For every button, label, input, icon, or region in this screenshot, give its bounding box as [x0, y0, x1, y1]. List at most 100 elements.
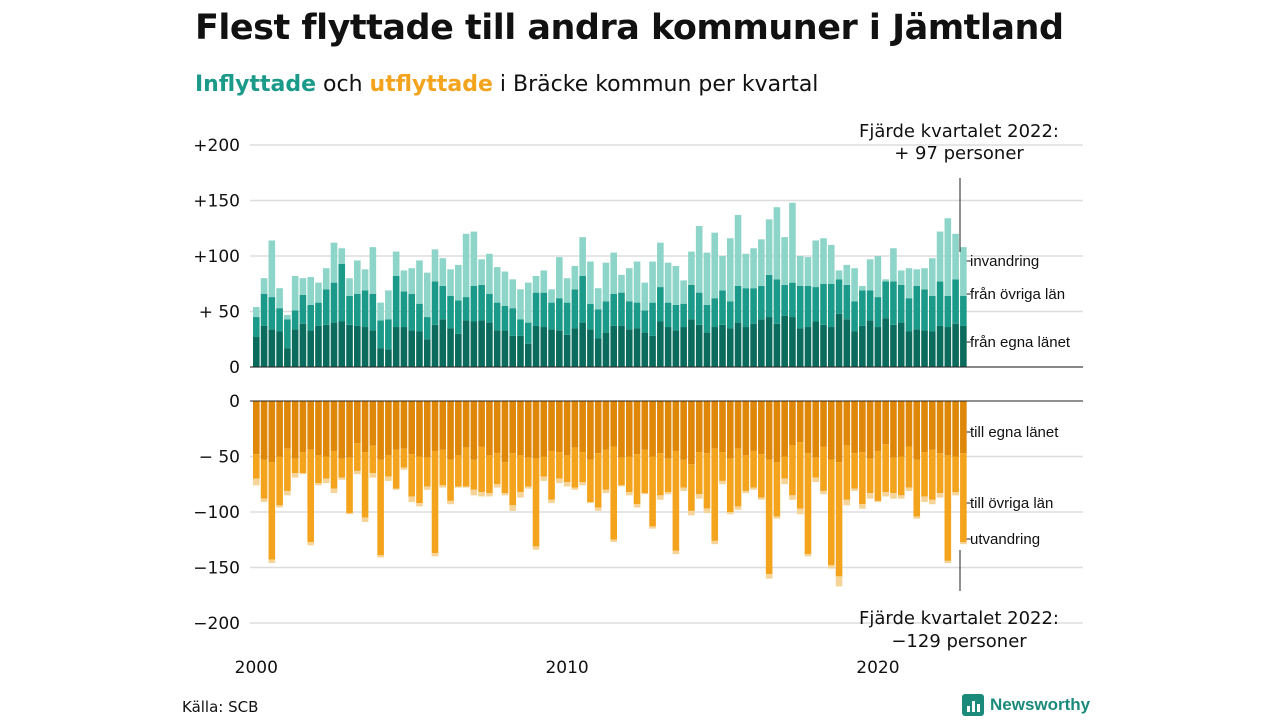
- inflow-bar-segment: [866, 320, 874, 367]
- outflow-bar-segment: [354, 401, 361, 444]
- inflow-bar-segment: [773, 279, 781, 324]
- outflow-bar-segment: [416, 456, 423, 504]
- outflow-bar-segment: [688, 401, 695, 465]
- inflow-bar-segment: [602, 262, 610, 302]
- outflow-bar-segment: [960, 541, 967, 545]
- inflow-bar-segment: [276, 288, 283, 309]
- inflow-bar-segment: [610, 293, 618, 326]
- outflow-bar-segment: [563, 401, 571, 456]
- outflow-bar-segment: [610, 539, 618, 542]
- outflow-bar-segment: [354, 443, 361, 471]
- inflow-bar-segment: [882, 281, 889, 319]
- outflow-bar-segment: [750, 401, 757, 451]
- outflow-bar-segment: [423, 457, 431, 487]
- outflow-bar-segment: [734, 401, 742, 449]
- subtitle-and-word: och: [316, 72, 370, 97]
- inflow-bar-segment: [501, 271, 509, 306]
- outflow-bar-segment: [369, 401, 377, 446]
- outflow-bar-segment: [322, 456, 330, 479]
- outflow-bar-segment: [408, 401, 415, 455]
- outflow-bar-segment: [866, 458, 874, 494]
- outflow-bar-segment: [649, 456, 656, 527]
- outflow-bar-segment: [315, 483, 322, 486]
- outflow-bar-segment: [633, 401, 641, 455]
- inflow-bar-segment: [579, 322, 586, 367]
- outflow-bar-segment: [594, 401, 602, 454]
- inflow-bar-segment: [672, 265, 680, 305]
- inflow-bar-segment: [944, 327, 952, 367]
- inflow-bar-segment: [548, 302, 555, 330]
- outflow-bar-segment: [649, 401, 656, 457]
- outflow-bar-segment: [276, 456, 283, 506]
- outflow-bar-segment: [392, 449, 400, 489]
- inflow-bar-segment: [820, 324, 827, 367]
- inflow-bar-segment: [299, 323, 307, 367]
- inflow-bar-segment: [268, 240, 276, 298]
- inflow-bar-segment: [556, 257, 563, 299]
- outflow-bar-segment: [859, 452, 866, 505]
- inflow-bar-segment: [431, 281, 439, 325]
- inflow-bar-segment: [812, 287, 820, 322]
- y-tick-label-top: +150: [193, 192, 240, 212]
- outflow-bar-segment: [695, 494, 703, 499]
- outflow-bar-segment: [579, 401, 586, 453]
- inflow-bar-segment: [960, 247, 967, 296]
- x-tick-label: 2010: [545, 658, 588, 678]
- inflow-bar-segment: [548, 289, 555, 303]
- inflow-bar-segment: [268, 329, 276, 367]
- inflow-bar-segment: [509, 308, 517, 336]
- y-tick-label-top: + 50: [199, 303, 240, 323]
- inflow-bar-segment: [657, 321, 664, 367]
- inflow-bar-segment: [913, 285, 921, 330]
- inflow-bar-segment: [408, 268, 415, 294]
- inflow-bar-segment: [322, 289, 330, 325]
- series-label-out: till övriga län: [970, 495, 1053, 512]
- y-tick-label-bottom: 0: [229, 392, 240, 412]
- inflow-bar-segment: [796, 328, 804, 367]
- outflow-bar-segment: [695, 452, 703, 495]
- outflow-bar-segment: [563, 482, 571, 487]
- outflow-bar-segment: [455, 455, 462, 487]
- inflow-bar-segment: [385, 349, 392, 367]
- outflow-bar-segment: [928, 401, 936, 450]
- outflow-bar-segment: [548, 499, 555, 504]
- outflow-bar-segment: [952, 456, 959, 493]
- outflow-bar-segment: [758, 497, 765, 500]
- inflow-bar-segment: [874, 327, 882, 367]
- chart-subtitle: Inflyttade och utflyttade i Bräcke kommu…: [195, 72, 818, 97]
- outflow-bar-segment: [610, 401, 618, 447]
- outflow-bar-segment: [618, 485, 625, 487]
- outflow-bar-segment: [470, 489, 478, 496]
- inflow-bar-segment: [377, 320, 384, 349]
- outflow-bar-segment: [672, 450, 680, 551]
- inflow-bar-segment: [322, 268, 330, 290]
- inflow-bar-segment: [307, 277, 314, 305]
- inflow-bar-segment: [354, 260, 361, 294]
- outflow-bar-segment: [874, 401, 882, 451]
- inflow-bar-segment: [695, 226, 703, 293]
- inflow-bar-segment: [781, 237, 788, 285]
- y-tick-label-top: +200: [193, 136, 240, 156]
- inflow-bar-segment: [291, 329, 299, 367]
- inflow-bar-segment: [905, 331, 913, 367]
- inflow-bar-segment: [299, 278, 307, 295]
- inflow-bar-segment: [680, 327, 687, 367]
- outflow-bar-segment: [835, 401, 843, 463]
- outflow-bar-segment: [944, 455, 952, 561]
- chart-title: Flest flyttade till andra kommuner i Jäm…: [195, 8, 1064, 48]
- outflow-bar-segment: [462, 486, 470, 488]
- inflow-bar-segment: [633, 328, 641, 367]
- inflow-bar-segment: [750, 323, 757, 367]
- inflow-bar-segment: [392, 275, 400, 328]
- inflow-bar-segment: [268, 297, 276, 330]
- outflow-bar-segment: [890, 457, 897, 494]
- outflow-bar-segment: [447, 500, 454, 505]
- y-tick-label-top: 0: [229, 358, 240, 378]
- outflow-bar-segment: [703, 508, 711, 514]
- inflow-bar-segment: [851, 301, 858, 332]
- outflow-bar-segment: [921, 401, 928, 453]
- outflow-bar-segment: [851, 401, 858, 454]
- outflow-bar-segment: [501, 493, 509, 496]
- inflow-bar-segment: [540, 292, 548, 328]
